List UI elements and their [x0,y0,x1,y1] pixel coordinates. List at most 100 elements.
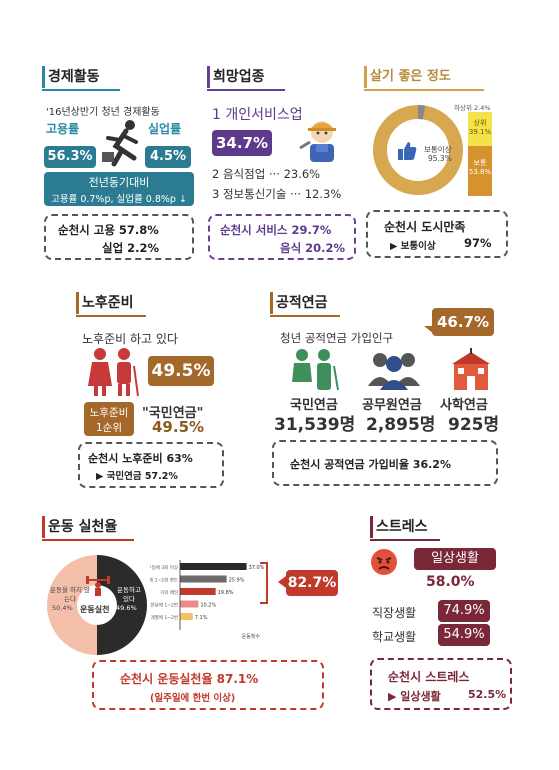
private-pension-value: 925명 [448,415,500,435]
jobs-third: 3 정보통신기술 ··· 12.3% [212,187,342,201]
pension-title: 공적연금 [270,292,328,314]
exercise-bar-chart: 1주일에 3회 이상 37.0% 1주일에 1~2회 정도 25.9% 거의 매일 19.… [150,560,265,640]
exercise-title: 운동 실천율 [42,516,117,538]
retirement-title-text: 노후준비 [82,295,134,311]
exercise-local-box: 순천시 운동실천율 87.1% (일주일에 한번 이상) [92,660,324,710]
economy-local-line1: 순천시 고용 57.8% [58,223,159,237]
exercise-no-label: 운동을 하지 않는다 [50,586,91,603]
stress-title: 스트레스 [370,516,428,538]
stress-school-value: 54.9% [443,627,485,642]
economy-subtitle: '16년상반기 청년 경제활동 [46,107,160,118]
stress-local-line1: 순천시 스트레스 [388,670,470,684]
bar [180,563,247,570]
exercise-local-line2: (일주일에 한번 이상) [150,693,236,704]
retirement-title-underline [76,315,146,317]
civil-servant-icon [368,353,420,390]
exercise-yes-label: 운동하고 있다 [117,586,141,603]
stress-local-box: 순천시 스트레스 ▶ 일상생활 52.5% [370,658,512,710]
retirement-pension-value: 49.5% [152,418,205,436]
jobs-first: 1 개인서비스업 [212,107,303,123]
unemployment-value: 4.5% [149,149,187,164]
bar [180,575,227,583]
jobs-local-line2: 음식 20.2% [280,241,346,255]
retirement-subtitle: 노후준비 하고 있다 [82,332,178,346]
bar [180,600,199,608]
pension-local-text: 순천시 공적연금 가입비율 36.2% [290,458,451,471]
living-mid-label: 보통이상 [424,145,452,154]
pension-rate-pointer [424,326,434,334]
stress-work-badge: 74.9% [438,600,490,622]
stress-daily-value: 58.0% [426,574,475,590]
living-title-underline [364,89,484,91]
yoy-title: 전년동기대비 [88,176,150,189]
exercise-total-value: 82.7% [287,575,337,591]
economy-local-box: 순천시 고용 57.8% 실업 2.2% [44,214,194,260]
retirement-local-line1: 순천시 노후준비 63% [88,452,193,465]
bar-value-label: 19.8% [218,590,234,596]
bar-value-label: 37.0% [249,565,265,571]
bar-category-label: 3개월에 1~2번 [150,614,178,621]
bar-x-label: 운동횟수 [242,633,261,640]
civil-pension-label: 공무원연금 [362,398,422,413]
retirement-local-box: 순천시 노후준비 63% ▶ 국민연금 57.2% [78,442,224,488]
running-person-icon [102,120,138,167]
bar [180,588,216,595]
yoy-panel: 전년동기대비 고용률 0.7%p, 실업률 0.8%p ↓ [44,172,194,206]
living-stack-bottom: 보통 53.8% [468,146,492,196]
pension-title-underline [270,315,340,317]
exercise-no-value: 50.4% [52,604,73,612]
exercise-yes-value: 49.6% [116,604,137,612]
national-pension-value: 31,539명 [274,415,356,435]
jobs-first-value-badge: 34.7% [212,130,272,156]
jobs-title-text: 희망업종 [213,69,265,85]
stress-local-line2-value: 52.5% [468,688,507,701]
bar-category-label: 1주일에 3회 이상 [150,564,178,571]
exercise-local-line1: 순천시 운동실천율 87.1% [120,672,259,686]
jobs-local-box: 순천시 서비스 29.7% 음식 20.2% [208,214,356,260]
living-low-label: 하상위 2.4% [454,104,491,112]
jobs-second: 2 음식점업 ··· 23.6% [212,167,321,181]
stress-school-label: 학교생활 [372,630,417,644]
school-icon [452,348,490,390]
pension-title-text: 공적연금 [276,295,328,311]
living-local-box: 순천시 도시만족 ▶ 보통이상 97% [366,210,508,258]
stress-school-badge: 54.9% [438,624,490,646]
elderly-couple-icon [88,348,139,396]
retirement-value: 49.5% [151,361,211,381]
retirement-title: 노후준비 [76,292,134,314]
stress-daily-badge: 일상생활 [414,548,496,570]
economy-title: 경제활동 [42,66,100,88]
living-local-line2-value: 97% [464,236,492,250]
exercise-title-text: 운동 실천율 [48,519,118,535]
bar-value-label: 7.1% [195,615,208,621]
pension-subtitle: 청년 공적연금 가입인구 [280,331,394,345]
retirement-local-line2: ▶ 국민연금 57.2% [96,471,178,482]
employment-label: 고용률 [46,122,80,136]
living-title-text: 살기 좋은 정도 [370,69,451,84]
living-donut [373,105,463,195]
economy-title-underline [42,89,120,91]
jobs-first-value: 34.7% [215,134,269,152]
retirement-pension-label: "국민연금" [142,406,204,421]
living-top-value: 39.1% [468,128,492,136]
living-mid-value: 95.3% [428,154,452,163]
economy-title-text: 경제활동 [48,69,100,85]
civil-pension-value: 2,895명 [366,415,436,435]
living-title: 살기 좋은 정도 [364,66,451,88]
stress-title-text: 스트레스 [376,519,428,535]
unemployment-label: 실업률 [148,122,182,136]
employment-value: 56.3% [47,149,93,164]
living-local-line1: 순천시 도시만족 [384,220,466,234]
jobs-title: 희망업종 [207,66,265,88]
pension-rate-badge: 46.7% [432,308,494,336]
exercise-title-underline [42,539,134,541]
bar-value-label: 10.2% [200,603,216,609]
economy-local-line2: 실업 2.2% [102,241,160,255]
national-pension-label: 국민연금 [290,398,338,413]
stress-title-underline [370,539,440,541]
private-pension-label: 사학연금 [440,398,488,413]
bar-value-label: 25.9% [229,578,245,584]
bar [180,613,193,620]
bar-category-label: 한달에 1~2번 [151,602,179,609]
worker-icon [299,121,336,162]
